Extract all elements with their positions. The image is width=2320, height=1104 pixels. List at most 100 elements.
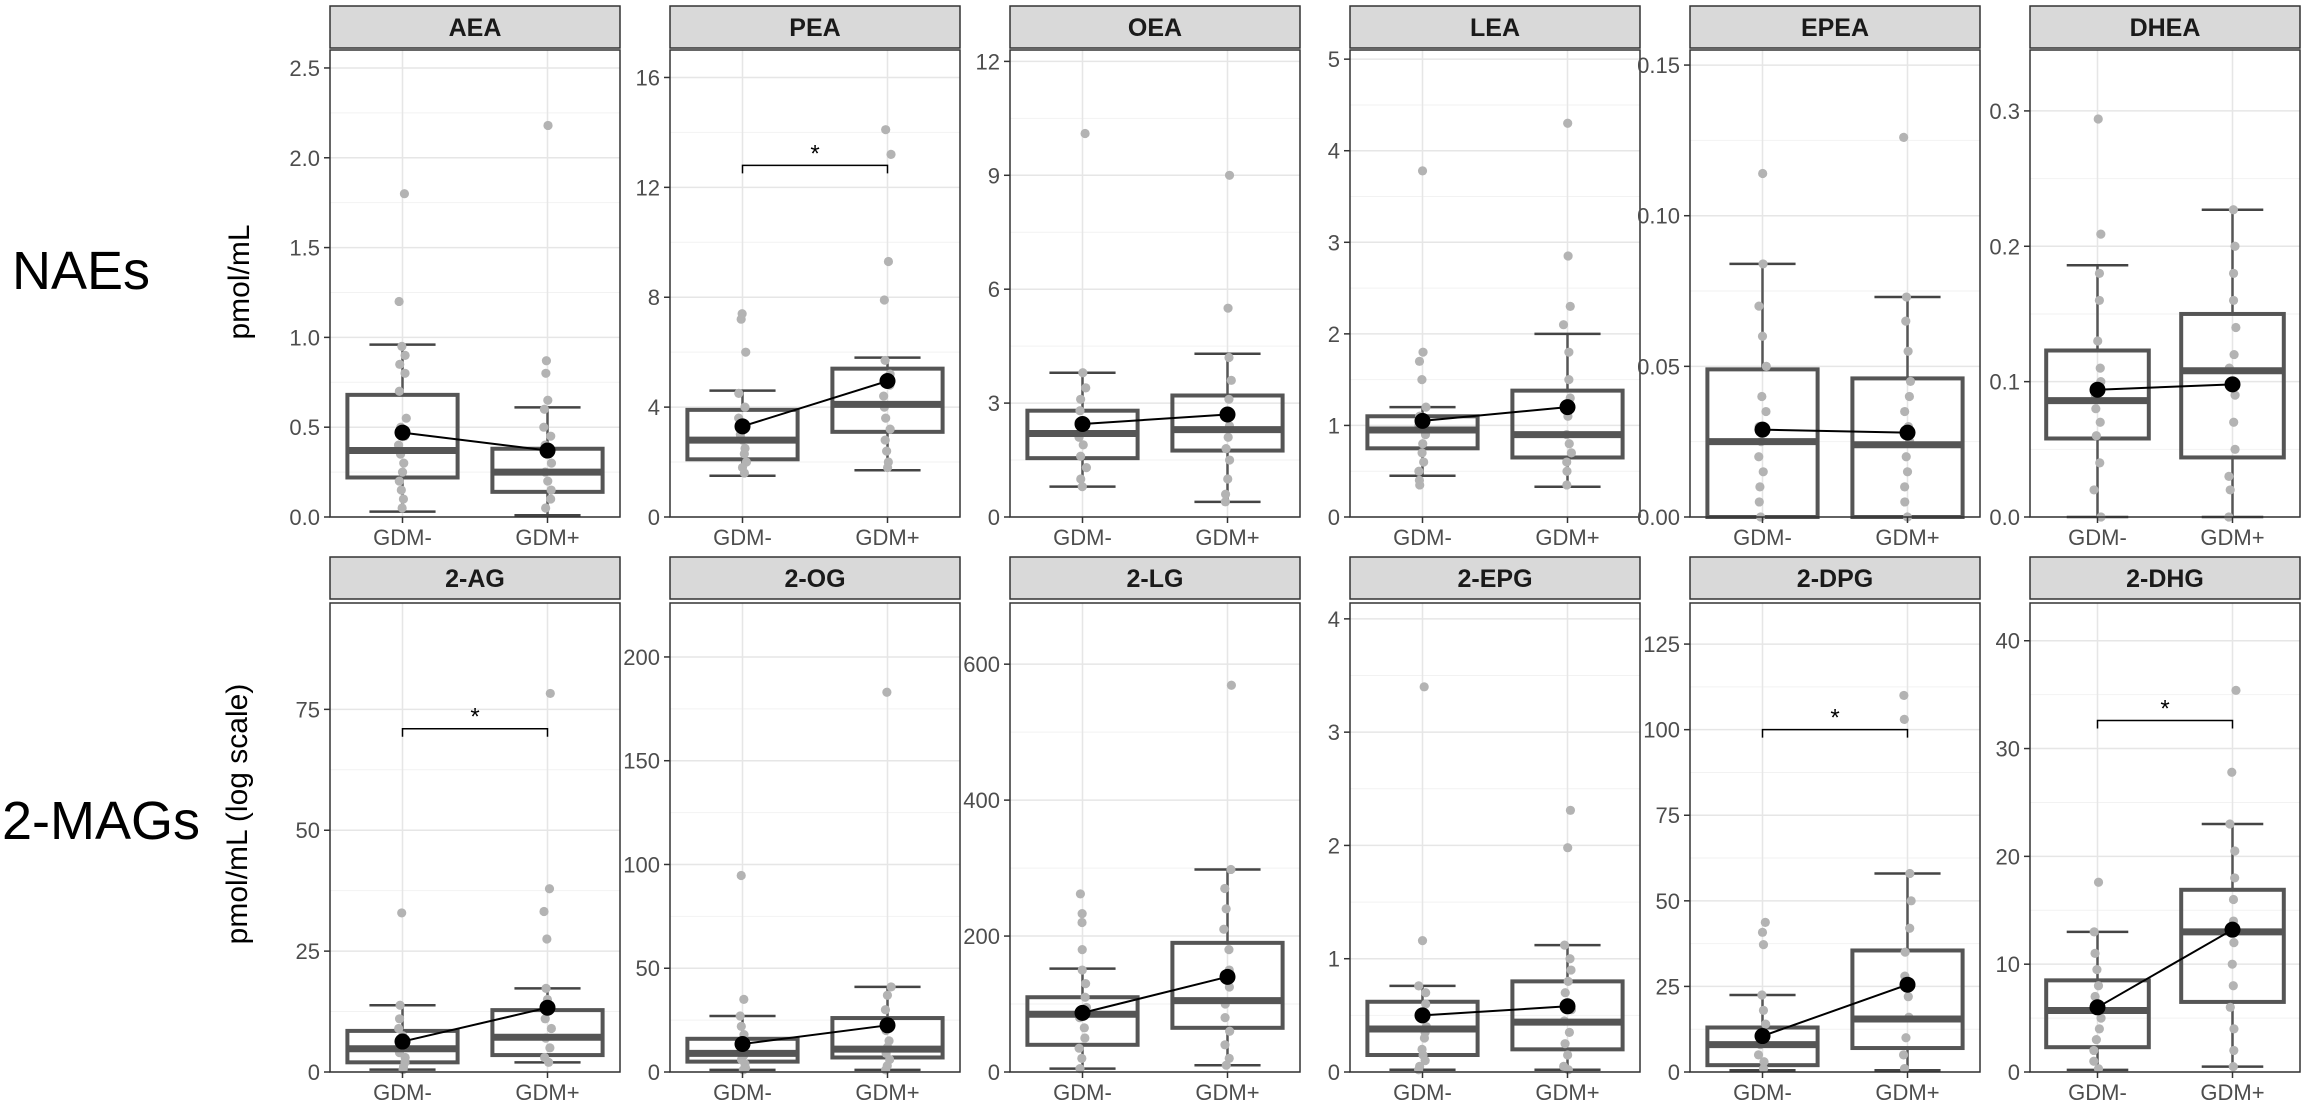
data-point [2229,1024,2239,1034]
facet-title: OEA [1128,14,1182,42]
data-point [1080,1033,1090,1043]
data-point [1565,805,1576,815]
data-point [2229,938,2239,948]
data-point [879,295,889,305]
data-point [399,189,410,199]
data-point [1565,301,1575,311]
mean-connector [1082,413,1228,425]
panel-border [2029,49,2301,518]
data-point [1223,432,1233,442]
data-point [546,485,556,495]
data-point [2095,417,2105,427]
data-point [1901,316,1911,326]
panel-border [669,49,961,518]
data-point [1224,455,1235,465]
data-point [1225,1026,1235,1036]
data-point [400,368,410,378]
data-point [397,908,407,918]
y-tick-label: 0.1 [1989,370,2020,395]
y-tick-label: 9 [988,163,1000,188]
mean-point [1414,412,1431,429]
mean-point [539,999,556,1016]
panel-background [2030,603,2300,1072]
mean-point [734,418,751,435]
data-point [1754,497,1764,507]
data-point [2230,241,2240,251]
data-point [1558,320,1569,330]
mean-point [2224,921,2241,938]
data-point [1899,1063,1910,1074]
data-point [1220,1040,1230,1050]
data-point [1076,474,1086,484]
facet-strip [1009,5,1301,49]
panel-background [1690,603,1980,1072]
x-tick-label: GDM+ [2200,1080,2264,1104]
data-point [1759,1057,1769,1067]
data-point [881,413,891,423]
mean-point [1219,406,1236,423]
data-point [1221,904,1231,914]
data-point [1560,1039,1570,1049]
y-tick-label: 100 [1643,718,1680,743]
data-point [1905,376,1916,387]
data-point [1760,917,1770,927]
data-point [1903,992,1913,1002]
data-point [2095,458,2105,468]
data-point [1226,680,1236,690]
data-point [394,296,404,307]
data-point [736,314,746,324]
mean-point [1899,424,1916,441]
data-point [1758,940,1769,950]
panel-border [1009,602,1301,1073]
box-gdmplus [1510,805,1625,1075]
data-point [399,458,409,468]
data-point [1757,331,1768,341]
data-point [1417,166,1428,176]
panel-border [1689,49,1981,518]
box-gdmminus [2044,114,2151,522]
y-tick-label: 1 [1328,947,1340,972]
y-tick-label: 50 [636,956,660,981]
y-tick-label: 0.10 [1637,204,1680,229]
data-point [1078,440,1088,450]
data-point [1562,457,1572,467]
panel-background [330,50,620,517]
mean-point [1899,976,1916,993]
data-point [880,355,890,366]
data-point [539,422,549,432]
data-point [394,1014,405,1024]
y-tick-label: 0.3 [1989,99,2020,124]
data-point [1421,999,1431,1009]
data-point [1901,1033,1911,1043]
panel-oea: OEA 0 3 6 9 12 GDM- GDM+ [976,5,1301,550]
data-point [882,687,892,697]
facet-strip [2029,5,2301,49]
y-tick-label: 0.15 [1637,53,1680,78]
data-point [1565,954,1575,964]
data-point [1560,988,1570,998]
y-tick-label: 3 [988,391,1000,416]
data-point [1414,466,1424,476]
mean-connector [402,431,548,452]
facet-strip [1689,5,1981,49]
panel-background [330,603,620,1072]
data-point [2093,981,2104,991]
data-point [2094,1024,2104,1034]
panel-2-dpg: 2-DPG 0 25 50 75 100 125 * GDM- GDM+ [1643,556,1981,1104]
mean-point [879,1017,896,1034]
data-point [2093,877,2104,887]
data-point [2227,767,2237,777]
data-point [394,1023,404,1034]
y-tick-label: 0 [648,505,660,530]
data-point [2231,322,2241,333]
data-point [879,391,889,401]
box-gdmplus [1850,132,1965,522]
data-point [2094,295,2104,306]
data-point [1566,965,1576,975]
data-point [1566,448,1576,458]
data-point [1563,251,1573,261]
data-point [1559,940,1570,950]
x-tick-label: GDM- [713,525,772,550]
y-tick-label: 2.5 [289,56,320,81]
facet-strip [329,556,621,600]
